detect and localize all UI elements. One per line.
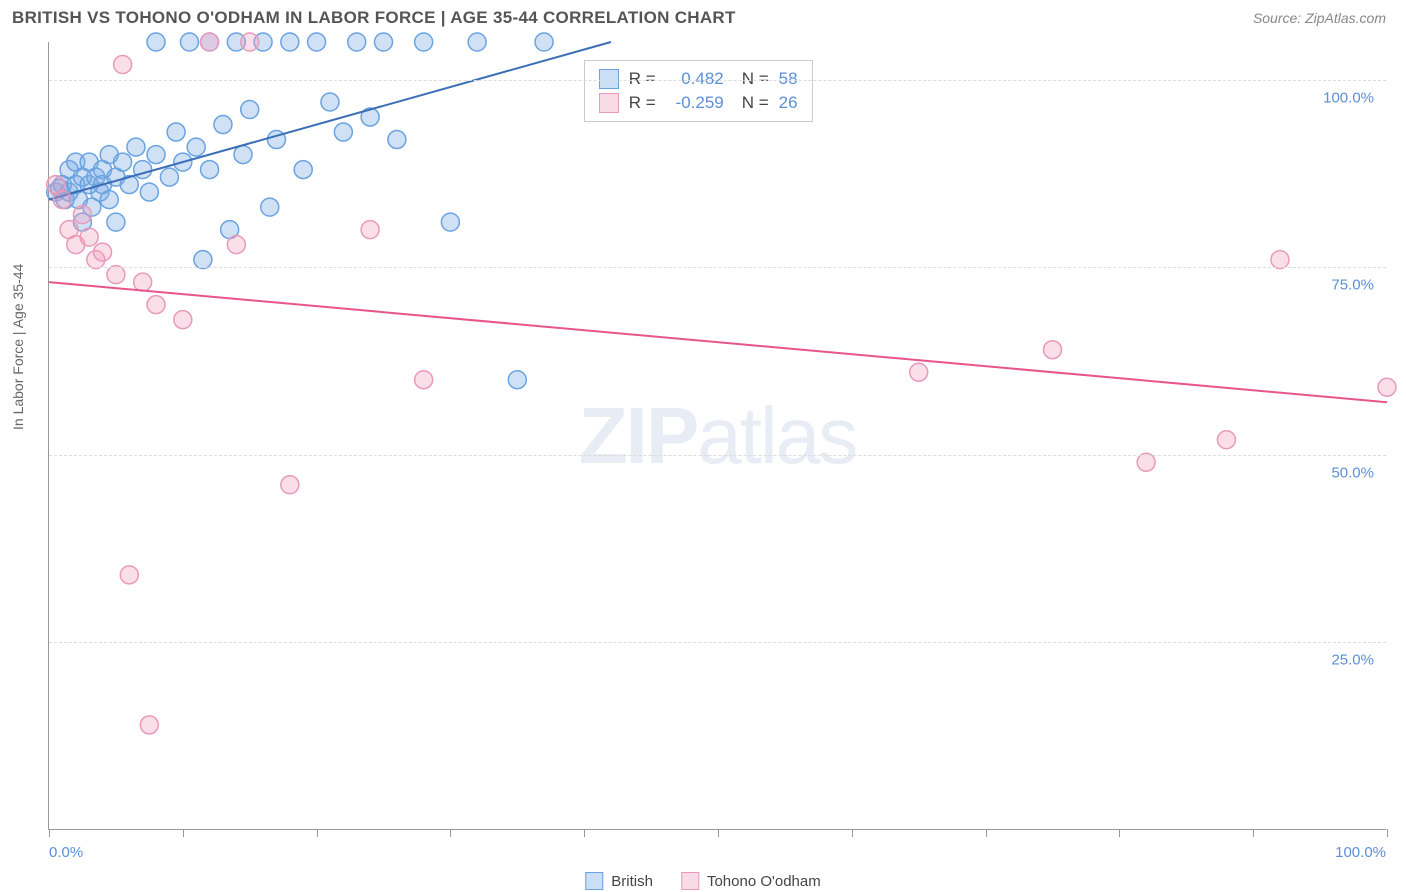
- y-tick-label: 25.0%: [1331, 652, 1374, 669]
- data-point: [194, 251, 212, 269]
- data-point: [1137, 453, 1155, 471]
- data-point: [174, 311, 192, 329]
- data-point: [508, 371, 526, 389]
- stats-r-value: -0.259: [666, 93, 724, 113]
- x-tick: [986, 829, 987, 837]
- data-point: [375, 33, 393, 51]
- data-point: [1217, 431, 1235, 449]
- source-label: Source: ZipAtlas.com: [1253, 10, 1386, 26]
- data-point: [201, 161, 219, 179]
- trend-line: [49, 282, 1387, 402]
- x-tick: [1119, 829, 1120, 837]
- data-point: [80, 228, 98, 246]
- x-tick: [584, 829, 585, 837]
- data-point: [140, 716, 158, 734]
- data-point: [234, 146, 252, 164]
- stats-n-value: 26: [779, 93, 798, 113]
- y-tick-label: 75.0%: [1331, 277, 1374, 294]
- chart-plot-area: ZIPatlas R =0.482N =58R =-0.259N =26 25.…: [48, 42, 1386, 830]
- legend-item: British: [585, 872, 653, 890]
- data-point: [94, 243, 112, 261]
- x-tick: [718, 829, 719, 837]
- data-point: [107, 213, 125, 231]
- scatter-svg: [49, 42, 1386, 829]
- data-point: [281, 476, 299, 494]
- y-axis-label: In Labor Force | Age 35-44: [10, 264, 26, 430]
- data-point: [114, 153, 132, 171]
- stats-row: R = -0.259 N = 26: [599, 91, 798, 115]
- data-point: [1271, 251, 1289, 269]
- data-point: [187, 138, 205, 156]
- data-point: [180, 33, 198, 51]
- data-point: [294, 161, 312, 179]
- data-point: [1044, 341, 1062, 359]
- stats-swatch: [599, 93, 619, 113]
- data-point: [107, 266, 125, 284]
- data-point: [147, 33, 165, 51]
- gridline: [49, 455, 1386, 456]
- chart-title: BRITISH VS TOHONO O'ODHAM IN LABOR FORCE…: [12, 8, 736, 28]
- data-point: [100, 191, 118, 209]
- data-point: [227, 236, 245, 254]
- data-point: [1378, 378, 1396, 396]
- data-point: [308, 33, 326, 51]
- x-tick: [852, 829, 853, 837]
- legend-label: British: [611, 873, 653, 890]
- gridline: [49, 80, 1386, 81]
- data-point: [214, 116, 232, 134]
- x-tick-label-end: 100.0%: [1335, 844, 1386, 861]
- data-point: [134, 273, 152, 291]
- data-point: [334, 123, 352, 141]
- legend-swatch: [681, 872, 699, 890]
- y-tick-label: 100.0%: [1323, 89, 1374, 106]
- chart-header: BRITISH VS TOHONO O'ODHAM IN LABOR FORCE…: [0, 0, 1406, 32]
- gridline: [49, 267, 1386, 268]
- data-point: [147, 146, 165, 164]
- data-point: [167, 123, 185, 141]
- data-point: [120, 566, 138, 584]
- x-tick-label-start: 0.0%: [49, 844, 83, 861]
- legend-swatch: [585, 872, 603, 890]
- gridline: [49, 642, 1386, 643]
- data-point: [114, 56, 132, 74]
- data-point: [361, 221, 379, 239]
- data-point: [241, 101, 259, 119]
- data-point: [388, 131, 406, 149]
- data-point: [468, 33, 486, 51]
- data-point: [53, 191, 71, 209]
- data-point: [147, 296, 165, 314]
- data-point: [261, 198, 279, 216]
- x-tick: [49, 829, 50, 837]
- data-point: [127, 138, 145, 156]
- data-point: [281, 33, 299, 51]
- stats-r-label: R =: [629, 93, 656, 113]
- stats-box: R =0.482N =58R =-0.259N =26: [584, 60, 813, 122]
- legend: British Tohono O'odham: [585, 872, 820, 890]
- y-tick-label: 50.0%: [1331, 464, 1374, 481]
- trend-line: [49, 42, 611, 200]
- data-point: [201, 33, 219, 51]
- data-point: [348, 33, 366, 51]
- x-tick: [450, 829, 451, 837]
- legend-item: Tohono O'odham: [681, 872, 821, 890]
- x-tick: [1253, 829, 1254, 837]
- x-tick: [317, 829, 318, 837]
- data-point: [441, 213, 459, 231]
- data-point: [535, 33, 553, 51]
- data-point: [241, 33, 259, 51]
- data-point: [415, 33, 433, 51]
- x-tick: [1387, 829, 1388, 837]
- x-tick: [183, 829, 184, 837]
- data-point: [415, 371, 433, 389]
- data-point: [321, 93, 339, 111]
- stats-n-label: N =: [742, 93, 769, 113]
- data-point: [160, 168, 178, 186]
- data-point: [73, 206, 91, 224]
- legend-label: Tohono O'odham: [707, 873, 821, 890]
- data-point: [910, 363, 928, 381]
- data-point: [140, 183, 158, 201]
